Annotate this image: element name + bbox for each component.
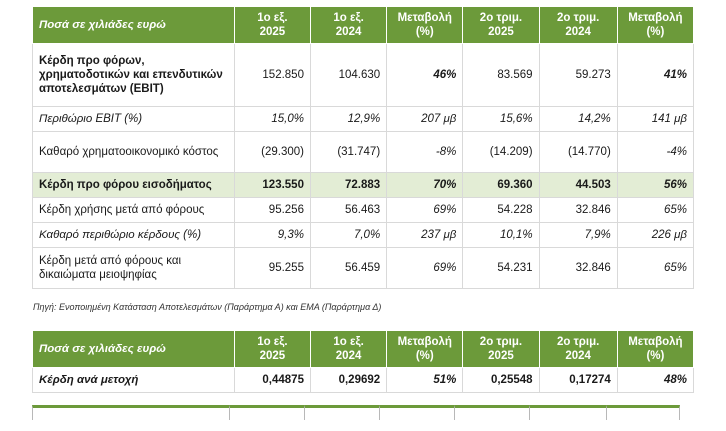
cell-value: (29.300) [233,131,311,173]
row-ebit-margin: Περιθώριο EBIT (%) 15,0% 12,9% 207 μβ 15… [32,106,695,132]
row-profit-after-minorities: Κέρδη μετά από φόρους και δικαιώματα μει… [32,247,695,289]
cell-value: 15,0% [233,106,311,132]
source-note: Πηγή: Ενοποιημένη Κατάσταση Αποτελεσμάτω… [33,302,382,312]
header-h1-2024: 1ο εξ. 2024 [309,6,388,44]
cell-change: 41% [616,43,695,107]
cell-value: 59.273 [538,43,618,107]
row-profit-after-tax: Κέρδη χρήσης μετά από φόρους 95.256 56.4… [32,197,695,223]
cell-value: 7,9% [538,222,618,248]
cell-value: 95.256 [233,197,311,223]
cell-value: 32.846 [538,197,618,223]
row-label: Καθαρό περιθώριο κέρδους (%) [32,222,235,248]
header-h1-change: Μεταβολή (%) [386,6,464,44]
row-label: Κέρδη ανά μετοχή [32,367,235,393]
cell-change: -4% [616,131,695,173]
row-label: Κέρδη μετά από φόρους και δικαιώματα μει… [32,247,235,289]
cell-value: (14.209) [462,131,540,173]
cell-value: 83.569 [462,43,540,107]
header-label: Ποσά σε χιλιάδες ευρώ [32,6,235,44]
row-label: Κέρδη προ φόρου εισοδήματος [32,172,235,198]
cell-value: 10,1% [462,222,540,248]
cell-change: 48% [616,367,695,393]
strip-cell [529,405,606,420]
cell-value: 54.228 [462,197,540,223]
strip-cell [454,405,529,420]
cell-value: 0,44875 [233,367,311,393]
cell-change: 70% [386,172,464,198]
table-header-row: Ποσά σε χιλιάδες ευρώ 1ο εξ. 2025 1ο εξ. 2… [32,330,695,368]
cell-change: 69% [386,247,464,289]
header-q2-2024: 2ο τριμ. 2024 [538,6,618,44]
cell-value: (14.770) [538,131,618,173]
strip-cell [304,405,379,420]
cell-value: 14,2% [538,106,618,132]
header-h1-2024: 1ο εξ. 2024 [309,330,388,368]
row-label: Κέρδη προ φόρων, χρηματοδοτικών και επεν… [32,43,235,107]
cell-value: 123.550 [233,172,311,198]
cell-value: 15,6% [462,106,540,132]
cell-change: 46% [386,43,464,107]
cell-value: 7,0% [309,222,388,248]
cell-value: 95.255 [233,247,311,289]
cell-value: 72.883 [309,172,388,198]
row-label: Καθαρό χρηματοοικονομικό κόστος [32,131,235,173]
header-q2-change: Μεταβολή (%) [616,330,695,368]
cell-change: 51% [386,367,464,393]
row-net-financial-cost: Καθαρό χρηματοοικονομικό κόστος (29.300)… [32,131,695,173]
header-h1-change: Μεταβολή (%) [386,330,464,368]
cell-value: 9,3% [233,222,311,248]
cell-change: -8% [386,131,464,173]
header-h1-2025: 1ο εξ. 2025 [233,330,311,368]
row-ebit: Κέρδη προ φόρων, χρηματοδοτικών και επεν… [32,43,695,107]
cell-value: 0,29692 [309,367,388,393]
row-net-profit-margin: Καθαρό περιθώριο κέρδους (%) 9,3% 7,0% 2… [32,222,695,248]
cell-value: 54.231 [462,247,540,289]
strip-cell [606,405,680,420]
header-h1-2025: 1ο εξ. 2025 [233,6,311,44]
income-statement-table: Ποσά σε χιλιάδες ευρώ 1ο εξ. 2025 1ο εξ. 2… [32,6,695,289]
header-q2-2025: 2ο τριμ. 2025 [462,330,540,368]
row-label: Περιθώριο EBIT (%) [32,106,235,132]
cell-change: 56% [616,172,695,198]
cell-value: 104.630 [309,43,388,107]
cell-change: 226 μβ [616,222,695,248]
strip-cell [32,405,229,420]
cell-value: 152.850 [233,43,311,107]
cell-value: 56.463 [309,197,388,223]
strip-cell [379,405,454,420]
cell-change: 207 μβ [386,106,464,132]
cell-change: 141 μβ [616,106,695,132]
next-table-header-strip [32,405,694,421]
header-q2-change: Μεταβολή (%) [616,6,695,44]
cell-value: 0,25548 [462,367,540,393]
header-q2-2024: 2ο τριμ. 2024 [538,330,618,368]
table-header-row: Ποσά σε χιλιάδες ευρώ 1ο εξ. 2025 1ο εξ. 2… [32,6,695,44]
cell-value: 12,9% [309,106,388,132]
cell-value: 56.459 [309,247,388,289]
row-eps: Κέρδη ανά μετοχή 0,44875 0,29692 51% 0,2… [32,367,695,393]
cell-value: 32.846 [538,247,618,289]
cell-value: 69.360 [462,172,540,198]
strip-cell [229,405,304,420]
cell-change: 65% [616,197,695,223]
eps-table: Ποσά σε χιλιάδες ευρώ 1ο εξ. 2025 1ο εξ. 2… [32,330,695,393]
cell-value: 0,17274 [538,367,618,393]
cell-change: 237 μβ [386,222,464,248]
header-label: Ποσά σε χιλιάδες ευρώ [32,330,235,368]
cell-change: 65% [616,247,695,289]
header-q2-2025: 2ο τριμ. 2025 [462,6,540,44]
row-profit-before-tax: Κέρδη προ φόρου εισοδήματος 123.550 72.8… [32,172,695,198]
cell-change: 69% [386,197,464,223]
row-label: Κέρδη χρήσης μετά από φόρους [32,197,235,223]
cell-value: (31.747) [309,131,388,173]
cell-value: 44.503 [538,172,618,198]
